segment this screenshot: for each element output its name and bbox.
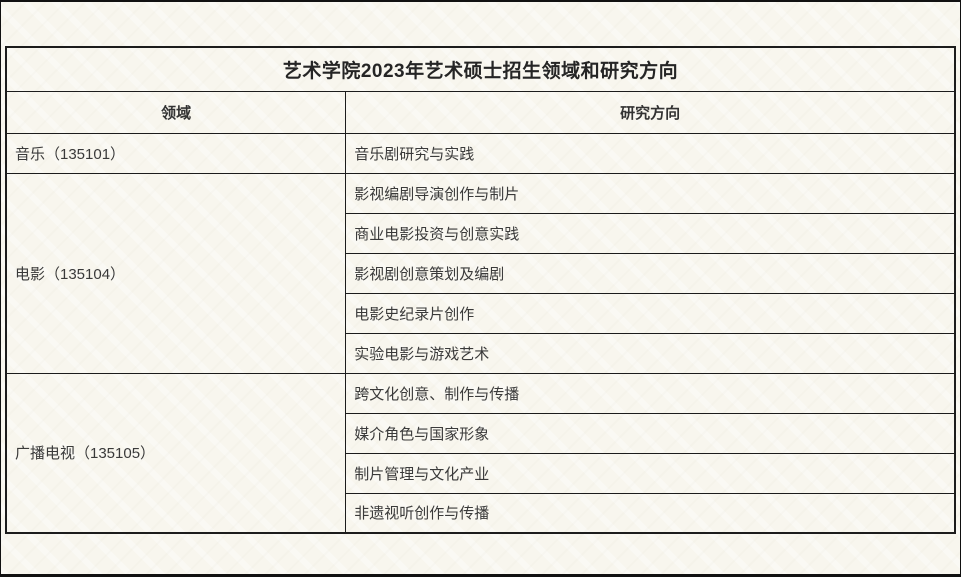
direction-cell: 影视剧创意策划及编剧: [345, 252, 956, 294]
direction-cell: 电影史纪录片创作: [345, 292, 956, 334]
table-row: 电影（135104） 影视编剧导演创作与制片: [5, 172, 956, 374]
field-cell: 音乐（135101）: [5, 132, 347, 174]
direction-cell: 音乐剧研究与实践: [345, 132, 956, 174]
table-body: 音乐（135101） 音乐剧研究与实践 电影（135104） 影视编剧导演创作与制片商…: [5, 132, 956, 534]
table-row: 实验电影与游戏艺术: [6, 332, 956, 374]
direction-cell: 影视编剧导演创作与制片: [345, 172, 956, 214]
table-row: 非遗视听创作与传播: [6, 492, 956, 534]
table-row: 广播电视（135105） 跨文化创意、制作与传播: [5, 372, 956, 534]
direction-cell: 商业电影投资与创意实践: [345, 212, 956, 254]
field-cell: 广播电视（135105）: [5, 372, 347, 534]
direction-cell: 制片管理与文化产业: [345, 452, 956, 494]
column-header-field: 领域: [5, 90, 347, 134]
direction-cell: 非遗视听创作与传播: [345, 492, 956, 534]
table-row: 音乐（135101） 音乐剧研究与实践: [5, 132, 956, 174]
direction-cell: 跨文化创意、制作与传播: [345, 372, 956, 414]
direction-cell: 媒介角色与国家形象: [345, 412, 956, 454]
field-cell: 电影（135104）: [5, 172, 347, 374]
title-row: 艺术学院2023年艺术硕士招生领域和研究方向: [5, 46, 956, 92]
column-header-direction: 研究方向: [345, 90, 956, 134]
table-row: 影视剧创意策划及编剧: [6, 252, 956, 294]
table-title: 艺术学院2023年艺术硕士招生领域和研究方向: [5, 46, 956, 92]
admission-table: 艺术学院2023年艺术硕士招生领域和研究方向 领域 研究方向 音乐（135101…: [5, 46, 956, 534]
direction-cell: 实验电影与游戏艺术: [345, 332, 956, 374]
header-row: 领域 研究方向: [5, 90, 956, 134]
table-row: 商业电影投资与创意实践: [6, 212, 956, 254]
table-row: 制片管理与文化产业: [6, 452, 956, 494]
